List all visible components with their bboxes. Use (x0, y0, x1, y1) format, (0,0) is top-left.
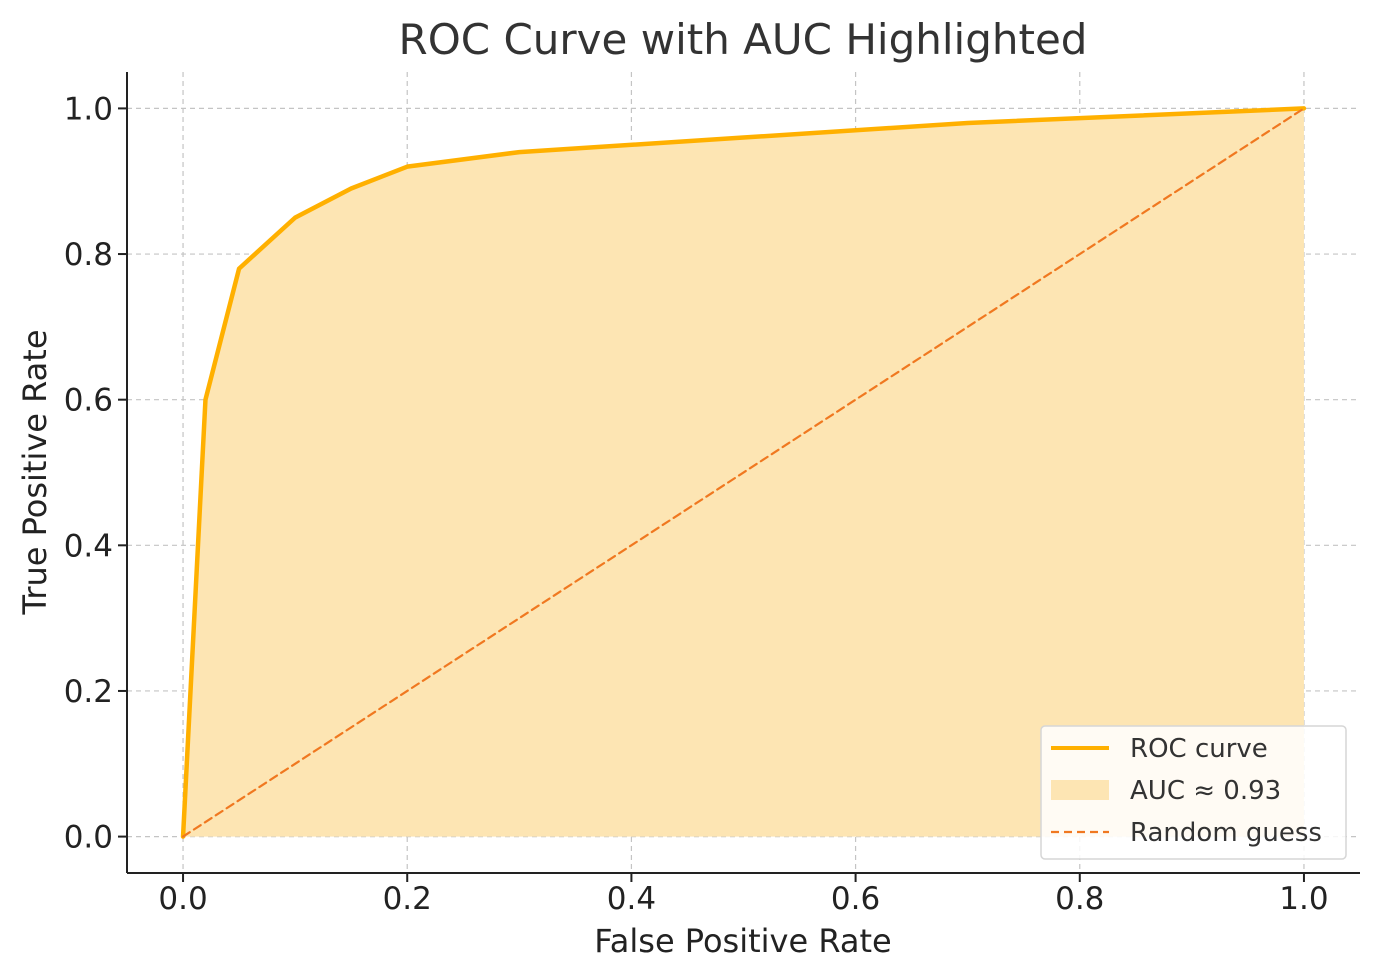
legend: ROC curve AUC ≈ 0.93 Random guess (1040, 725, 1347, 860)
y-axis-label: True Positive Rate (16, 329, 54, 615)
legend-random-label: Random guess (1130, 818, 1322, 848)
y-tick-label: 1.0 (64, 91, 113, 127)
legend-auc-swatch (1051, 780, 1109, 800)
chart-title: ROC Curve with AUC Highlighted (399, 15, 1088, 64)
y-tick-label: 0.6 (64, 383, 113, 419)
y-tick-label: 0.4 (64, 528, 113, 564)
y-tick-label: 0.0 (64, 820, 113, 856)
x-tick-label: 1.0 (1279, 881, 1328, 917)
x-tick-label: 0.2 (383, 881, 432, 917)
legend-auc-label: AUC ≈ 0.93 (1130, 776, 1281, 806)
x-tick-label: 0.4 (607, 881, 656, 917)
y-tick-label: 0.2 (64, 674, 113, 710)
series-layer (180, 106, 1307, 839)
x-tick-label: 0.8 (1055, 881, 1104, 917)
roc-curve-line (180, 106, 1307, 839)
ticks: 0.0 0.2 0.4 0.6 0.8 1.0 0.0 0.2 0.4 0.6 0.8 1.0 (64, 91, 1329, 917)
x-axis-label: False Positive Rate (594, 922, 891, 960)
x-tick-label: 0.6 (831, 881, 880, 917)
x-tick-label: 0.0 (158, 881, 207, 917)
y-tick-label: 0.8 (64, 237, 113, 273)
legend-roc-label: ROC curve (1130, 734, 1268, 764)
axes (126, 72, 1360, 874)
random-guess-line (181, 107, 1306, 838)
legend-box (1040, 725, 1347, 860)
